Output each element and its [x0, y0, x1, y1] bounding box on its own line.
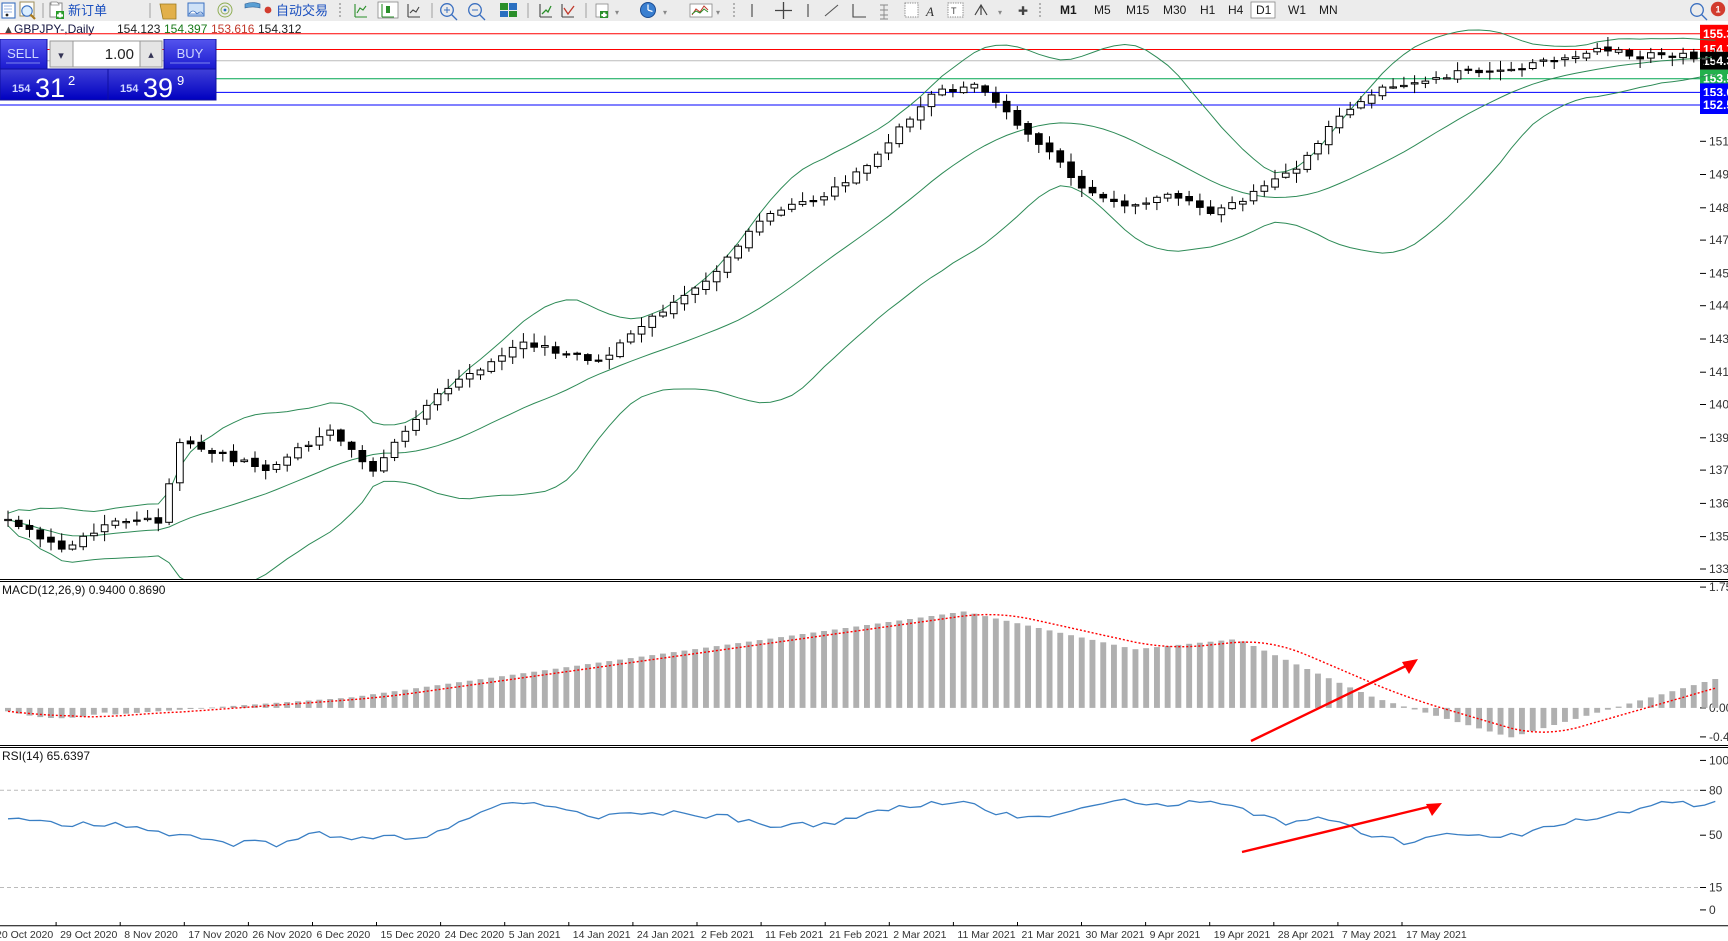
svg-text:0.00: 0.00: [1709, 701, 1728, 715]
svg-text:8 Nov 2020: 8 Nov 2020: [124, 929, 178, 941]
svg-text:151.090: 151.090: [1709, 134, 1728, 148]
svg-text:31: 31: [35, 73, 65, 101]
svg-text:新订单: 新订单: [68, 3, 107, 18]
svg-text:MN: MN: [1319, 3, 1338, 17]
svg-text:149.760: 149.760: [1709, 168, 1728, 182]
svg-text:▾: ▾: [58, 50, 64, 62]
svg-text:148.430: 148.430: [1709, 201, 1728, 215]
svg-text:✚: ✚: [1018, 4, 1028, 18]
svg-text:147.135: 147.135: [1709, 233, 1728, 247]
svg-text:M1: M1: [1060, 3, 1077, 17]
svg-text:M30: M30: [1163, 3, 1187, 17]
svg-text:7 May 2021: 7 May 2021: [1342, 929, 1397, 941]
svg-text:137.930: 137.930: [1709, 463, 1728, 477]
svg-text:20 Oct 2020: 20 Oct 2020: [0, 929, 53, 941]
svg-text:5 Jan 2021: 5 Jan 2021: [509, 929, 561, 941]
svg-text:152.541: 152.541: [1703, 98, 1728, 112]
svg-text:141.850: 141.850: [1709, 365, 1728, 379]
svg-text:50: 50: [1709, 828, 1723, 842]
svg-text:21 Mar 2021: 21 Mar 2021: [1022, 929, 1081, 941]
svg-text:100: 100: [1709, 753, 1728, 767]
svg-text:H1: H1: [1200, 3, 1216, 17]
svg-text:W1: W1: [1288, 3, 1306, 17]
svg-text:-0.4212: -0.4212: [1709, 730, 1728, 744]
svg-text:自动交易: 自动交易: [276, 3, 328, 18]
svg-text:A: A: [925, 4, 934, 19]
svg-text:80: 80: [1709, 783, 1723, 797]
svg-text:▾: ▾: [716, 8, 720, 17]
svg-text:2 Feb 2021: 2 Feb 2021: [701, 929, 754, 941]
svg-text:15: 15: [1709, 881, 1723, 895]
svg-text:RSI(14) 65.6397: RSI(14) 65.6397: [2, 749, 90, 763]
svg-text:135.270: 135.270: [1709, 530, 1728, 544]
svg-text:140.555: 140.555: [1709, 398, 1728, 412]
svg-text:29 Oct 2020: 29 Oct 2020: [60, 929, 117, 941]
svg-text:H4: H4: [1228, 3, 1244, 17]
svg-text:30 Mar 2021: 30 Mar 2021: [1086, 929, 1145, 941]
svg-text:145.805: 145.805: [1709, 266, 1728, 280]
svg-text:SELL: SELL: [7, 46, 39, 61]
svg-text:14 Jan 2021: 14 Jan 2021: [573, 929, 631, 941]
svg-text:155.391: 155.391: [1703, 27, 1728, 41]
svg-text:28 Apr 2021: 28 Apr 2021: [1278, 929, 1335, 941]
svg-text:▾: ▾: [615, 8, 619, 17]
svg-text:11 Mar 2021: 11 Mar 2021: [957, 929, 1015, 941]
svg-text:9: 9: [177, 73, 184, 88]
svg-text:1.7526: 1.7526: [1709, 582, 1728, 594]
svg-text:133.975: 133.975: [1709, 562, 1728, 576]
svg-text:M15: M15: [1126, 3, 1150, 17]
svg-text:D1: D1: [1256, 3, 1272, 17]
svg-text:21 Feb 2021: 21 Feb 2021: [829, 929, 888, 941]
svg-text:T: T: [951, 6, 957, 16]
svg-text:MACD(12,26,9) 0.9400 0.8690: MACD(12,26,9) 0.9400 0.8690: [2, 583, 166, 597]
svg-text:1.00: 1.00: [105, 46, 134, 63]
svg-text:▴: ▴: [148, 49, 154, 61]
svg-text:2: 2: [68, 73, 75, 88]
svg-text:24 Jan 2021: 24 Jan 2021: [637, 929, 695, 941]
svg-text:0: 0: [1709, 903, 1716, 917]
svg-text:11 Feb 2021: 11 Feb 2021: [765, 929, 823, 941]
svg-text:139.225: 139.225: [1709, 431, 1728, 445]
svg-text:17 May 2021: 17 May 2021: [1406, 929, 1467, 941]
svg-text:154: 154: [12, 83, 31, 95]
svg-text:15 Dec 2020: 15 Dec 2020: [381, 929, 441, 941]
svg-text:9 Apr 2021: 9 Apr 2021: [1150, 929, 1201, 941]
svg-text:17 Nov 2020: 17 Nov 2020: [188, 929, 248, 941]
svg-text:143.180: 143.180: [1709, 332, 1728, 346]
svg-text:26 Nov 2020: 26 Nov 2020: [252, 929, 312, 941]
svg-text:19 Apr 2021: 19 Apr 2021: [1214, 929, 1271, 941]
svg-text:24 Dec 2020: 24 Dec 2020: [445, 929, 505, 941]
svg-text:136.600: 136.600: [1709, 496, 1728, 510]
svg-text:▾: ▾: [998, 8, 1002, 17]
svg-text:144.510: 144.510: [1709, 299, 1728, 313]
svg-text:2 Mar 2021: 2 Mar 2021: [893, 929, 946, 941]
svg-text:▾: ▾: [663, 8, 667, 17]
svg-text:M5: M5: [1094, 3, 1111, 17]
svg-text:154: 154: [120, 83, 139, 95]
svg-text:1: 1: [1715, 5, 1720, 15]
svg-text:BUY: BUY: [177, 46, 204, 61]
svg-text:6 Dec 2020: 6 Dec 2020: [317, 929, 371, 941]
svg-text:39: 39: [143, 73, 173, 101]
